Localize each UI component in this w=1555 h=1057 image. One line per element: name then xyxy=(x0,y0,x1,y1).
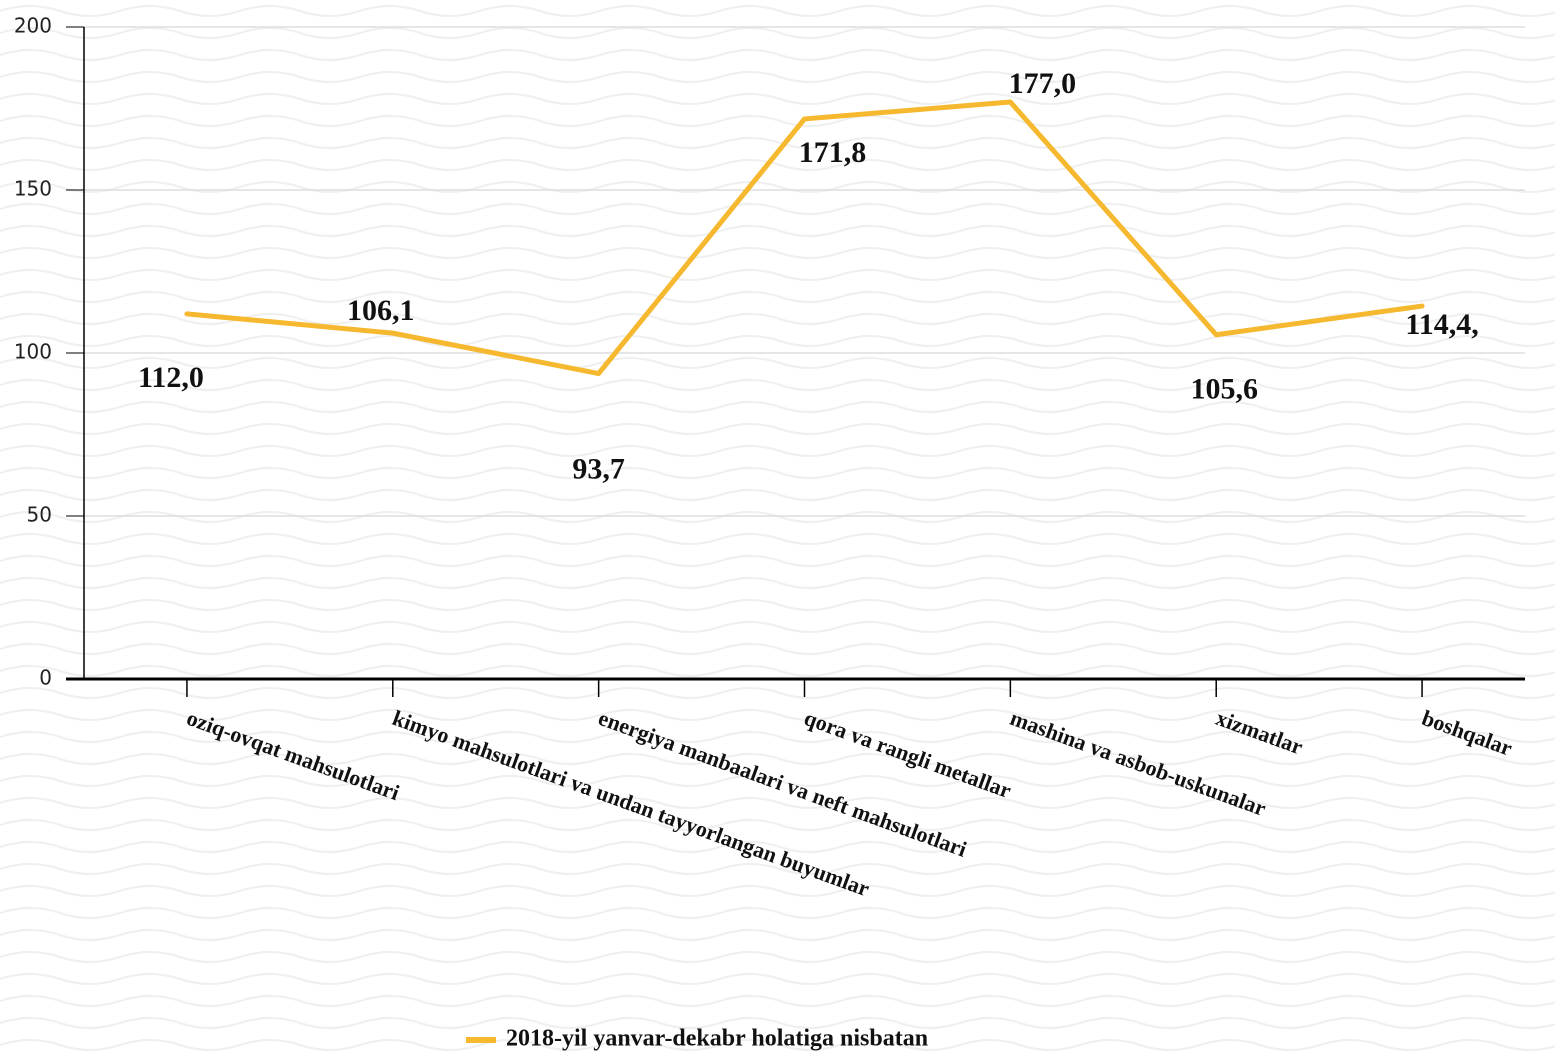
data-label: 177,0 xyxy=(1009,67,1077,100)
data-label: 105,6 xyxy=(1190,373,1258,406)
y-tick-label: 100 xyxy=(14,340,52,364)
data-label: 93,7 xyxy=(572,452,625,485)
line xyxy=(184,99,1425,377)
y-tick-label: 200 xyxy=(14,14,52,38)
data-label: 114,4, xyxy=(1405,308,1478,341)
y-tick-label: 150 xyxy=(14,177,52,201)
legend-label: 2018-yil yanvar-dekabr holatiga nisbatan xyxy=(506,1026,928,1052)
data-label: 106,1 xyxy=(347,294,415,327)
data-label: 171,8 xyxy=(799,136,867,169)
y-tick-label: 0 xyxy=(39,666,52,690)
data-label: 112,0 xyxy=(138,361,204,394)
y-tick-label: 50 xyxy=(27,503,52,527)
